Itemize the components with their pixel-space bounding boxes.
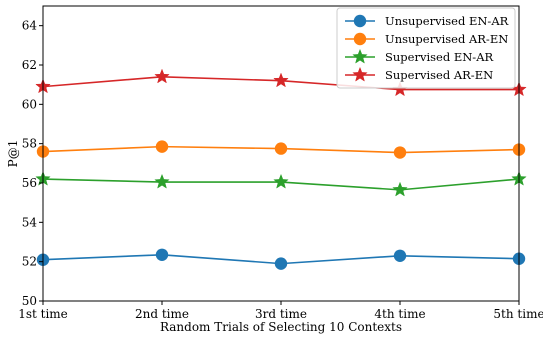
legend-label: Unsupervised AR-EN bbox=[385, 32, 508, 46]
y-axis-title: P@1 bbox=[6, 140, 20, 168]
legend-label: Supervised AR-EN bbox=[385, 68, 493, 82]
plot-area bbox=[35, 68, 527, 270]
x-axis: 1st time 2nd time 3rd time 4th time 5th time bbox=[18, 301, 543, 321]
series-unsupervised-en-ar bbox=[36, 248, 526, 270]
legend-item: Supervised EN-AR bbox=[345, 48, 493, 64]
series-supervised-en-ar bbox=[35, 170, 527, 197]
y-tick-label: 62 bbox=[22, 58, 37, 72]
legend: Unsupervised EN-AR Unsupervised AR-EN Supe… bbox=[336, 7, 516, 89]
y-tick-label: 58 bbox=[22, 137, 37, 151]
x-axis-title: Random Trials of Selecting 10 Contexts bbox=[160, 320, 402, 334]
data-point-supervised-en-ar bbox=[392, 181, 408, 197]
y-tick-label: 50 bbox=[22, 294, 37, 308]
legend-marker bbox=[353, 32, 367, 46]
x-tick-label: 3rd time bbox=[255, 307, 307, 321]
data-point-supervised-en-ar bbox=[273, 173, 289, 189]
data-point-unsupervised-en-ar bbox=[155, 248, 169, 261]
x-tick-label: 5th time bbox=[493, 307, 543, 321]
legend-label: Unsupervised EN-AR bbox=[385, 14, 509, 28]
data-point-unsupervised-ar-en bbox=[155, 140, 169, 153]
legend-marker bbox=[352, 66, 368, 82]
y-tick-label: 60 bbox=[22, 97, 37, 111]
data-point-unsupervised-ar-en bbox=[393, 146, 407, 159]
x-tick-label: 2nd time bbox=[135, 307, 189, 321]
legend-marker bbox=[353, 14, 367, 28]
data-point-unsupervised-ar-en bbox=[274, 142, 288, 155]
legend-label: Supervised EN-AR bbox=[385, 50, 493, 64]
data-point-supervised-en-ar bbox=[154, 173, 170, 189]
y-tick-label: 54 bbox=[22, 215, 38, 229]
y-axis: 50 52 54 56 58 60 62 64 bbox=[22, 19, 43, 308]
x-tick-label: 1st time bbox=[18, 307, 68, 321]
y-tick-label: 56 bbox=[22, 176, 37, 190]
legend-box bbox=[336, 7, 516, 89]
legend-item: Unsupervised AR-EN bbox=[345, 32, 508, 46]
legend-item: Unsupervised EN-AR bbox=[345, 14, 509, 28]
legend-marker bbox=[352, 48, 368, 64]
data-point-unsupervised-en-ar bbox=[274, 257, 288, 270]
data-point-supervised-ar-en bbox=[154, 68, 170, 84]
x-tick-label: 4th time bbox=[374, 307, 425, 321]
data-point-supervised-ar-en bbox=[273, 72, 289, 88]
series-unsupervised-ar-en bbox=[36, 140, 526, 159]
legend-item: Supervised AR-EN bbox=[345, 66, 493, 82]
y-tick-label: 52 bbox=[22, 255, 37, 269]
y-tick-label: 64 bbox=[22, 19, 38, 33]
data-point-unsupervised-en-ar bbox=[393, 249, 407, 262]
